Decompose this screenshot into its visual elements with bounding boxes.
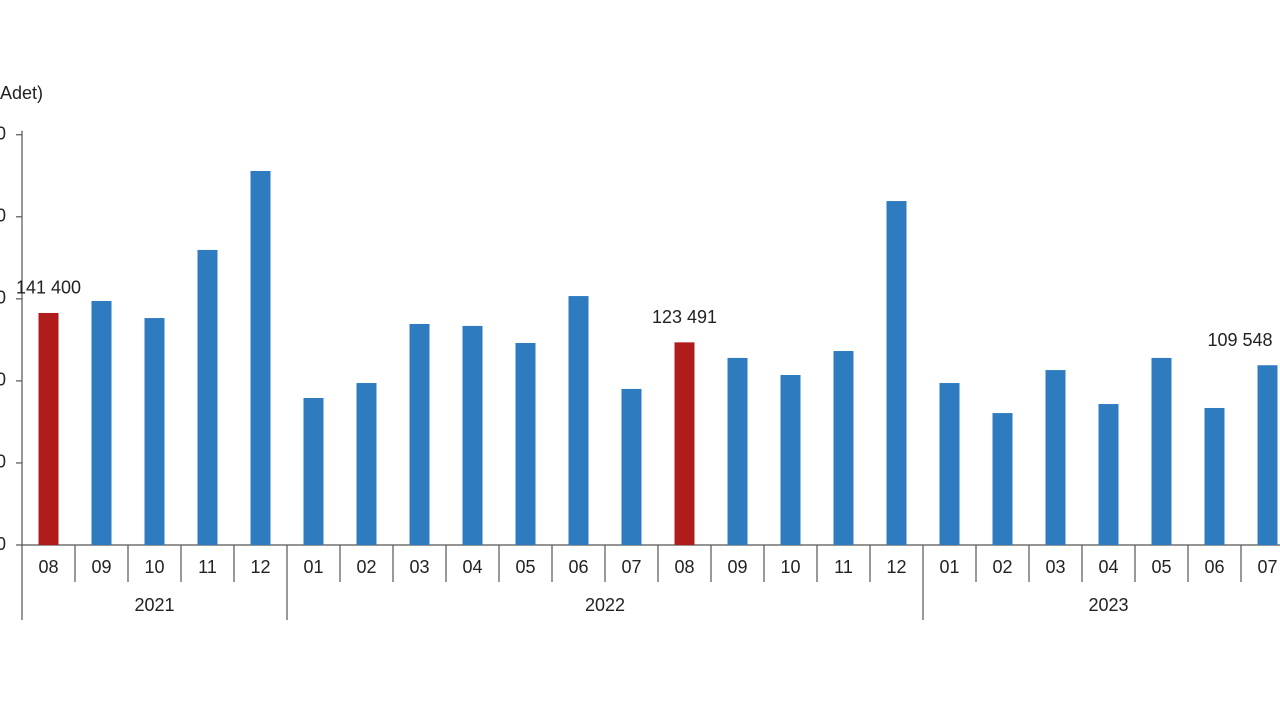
y-tick-label: 100 000: [0, 370, 6, 390]
x-tick-label: 11: [198, 557, 217, 577]
x-tick-label: 04: [1098, 557, 1118, 577]
x-tick-label: 01: [303, 557, 323, 577]
bar: [1204, 407, 1225, 545]
x-tick-label: 03: [409, 557, 429, 577]
bar: [356, 383, 377, 545]
bar: [515, 342, 536, 545]
x-tick-label: 07: [1257, 557, 1277, 577]
bar: [1098, 404, 1119, 545]
x-tick-label: 02: [992, 557, 1012, 577]
y-tick-label: 250 000: [0, 124, 6, 144]
x-tick-label: 12: [886, 557, 906, 577]
bar: [250, 171, 271, 545]
group-label: 2021: [134, 595, 174, 615]
bar: [674, 342, 695, 545]
y-tick-label: 0: [0, 534, 6, 554]
bar: [1151, 357, 1172, 545]
x-tick-label: 11: [834, 557, 853, 577]
x-tick-label: 05: [515, 557, 535, 577]
bar: [144, 318, 165, 545]
bar: [780, 374, 801, 545]
x-tick-label: 09: [727, 557, 747, 577]
group-label: 2022: [585, 595, 625, 615]
x-tick-label: 08: [674, 557, 694, 577]
bar: [1257, 365, 1278, 545]
x-tick-label: 05: [1151, 557, 1171, 577]
bar: [303, 397, 324, 545]
x-tick-label: 06: [1204, 557, 1224, 577]
bar: [462, 325, 483, 545]
x-tick-label: 03: [1045, 557, 1065, 577]
bar: [886, 201, 907, 546]
bar: [833, 351, 854, 545]
value-label: 123 491: [652, 307, 717, 327]
x-tick-label: 04: [462, 557, 482, 577]
x-tick-label: 07: [621, 557, 641, 577]
bar: [992, 413, 1013, 545]
x-tick-label: 10: [780, 557, 800, 577]
x-tick-label: 10: [144, 557, 164, 577]
bar: [91, 300, 112, 545]
bar: [1045, 370, 1066, 545]
bar: [409, 323, 430, 545]
bar: [727, 357, 748, 545]
y-tick-label: 150 000: [0, 288, 6, 308]
unit-label: (Adet): [0, 83, 43, 103]
x-tick-label: 01: [939, 557, 959, 577]
y-tick-label: 50 000: [0, 452, 6, 472]
x-tick-label: 08: [38, 557, 58, 577]
bar: [621, 388, 642, 545]
value-label: 141 400: [16, 278, 81, 298]
bar: [38, 312, 59, 545]
bar: [197, 249, 218, 546]
bar: [939, 383, 960, 545]
bar: [568, 296, 589, 545]
x-tick-label: 02: [356, 557, 376, 577]
group-label: 2023: [1088, 595, 1128, 615]
x-tick-label: 06: [568, 557, 588, 577]
x-tick-label: 12: [250, 557, 270, 577]
x-tick-label: 09: [91, 557, 111, 577]
y-tick-label: 200 000: [0, 206, 6, 226]
value-label: 109 548: [1207, 330, 1272, 350]
